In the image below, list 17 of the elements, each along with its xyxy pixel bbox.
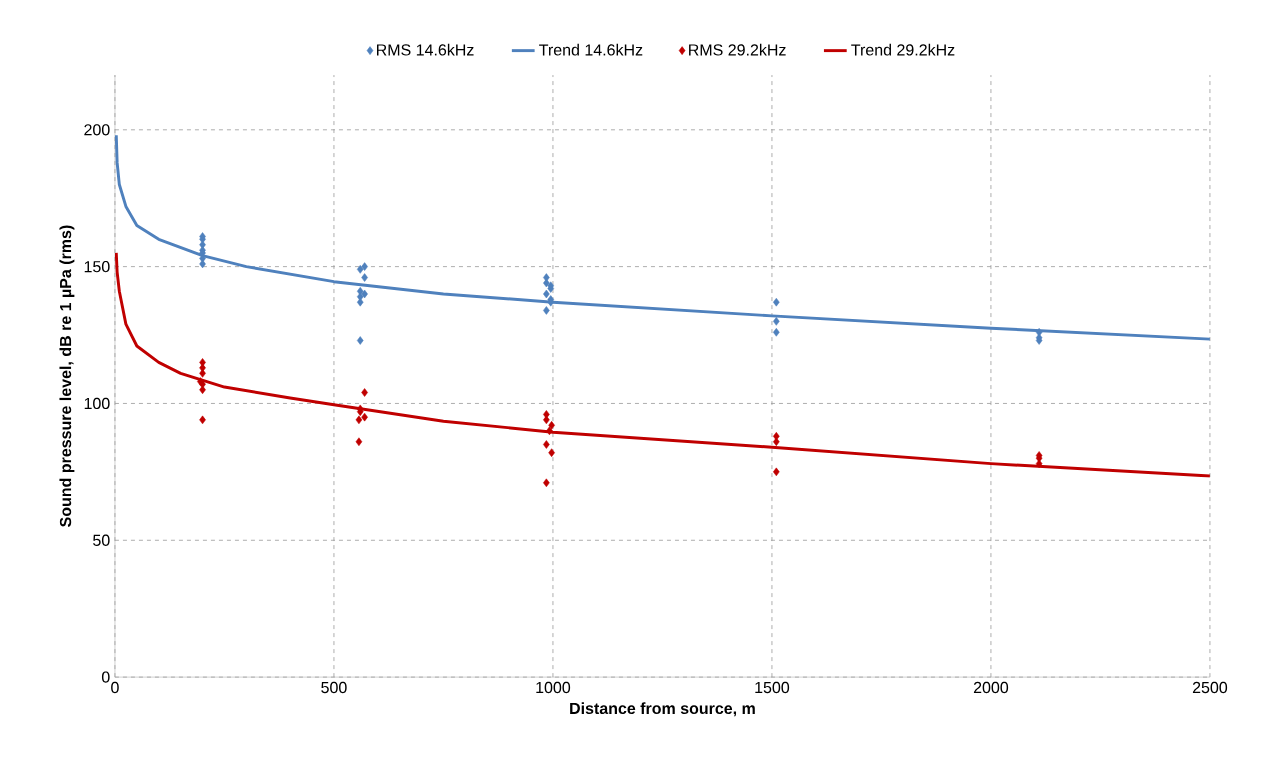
x-tick-label: 2500 <box>1192 681 1228 694</box>
legend-label: Trend 29.2kHz <box>851 43 955 56</box>
x-tick-label: 1000 <box>536 681 571 694</box>
x-axis-title: Distance from source, m <box>570 702 755 717</box>
y-axis-title: Sound pressure level, dB re 1 µPa (rms) <box>59 225 75 527</box>
x-tick-label: 2000 <box>973 681 1009 694</box>
y-tick-label: 0 <box>101 671 110 683</box>
legend-label: RMS 29.2kHz <box>689 43 786 56</box>
y-tick-label: 50 <box>93 534 110 546</box>
x-tick-label: 500 <box>321 681 347 694</box>
legend-label: Trend 14.6kHz <box>539 43 643 56</box>
legend-label: RMS 14.6kHz <box>377 43 474 56</box>
y-tick-label: 100 <box>84 397 110 410</box>
y-tick-label: 200 <box>84 124 110 136</box>
x-tick-label: 0 <box>111 681 119 694</box>
x-tick-label: 1500 <box>755 681 790 694</box>
y-tick-label: 150 <box>84 260 110 273</box>
